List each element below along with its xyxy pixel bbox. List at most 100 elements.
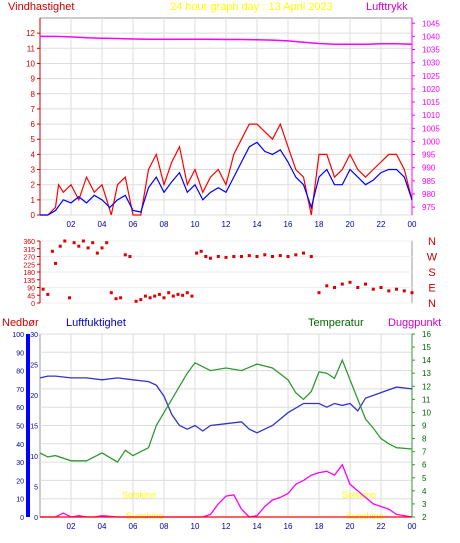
pressure-tick-label: 1025 (422, 72, 440, 81)
temperature-y-axis: 2 3 4 5 6 7 8 9 10 11 12 13 14 15 16 (411, 330, 431, 522)
lower-x-tick-label: 06 (129, 522, 138, 531)
rain-y-axis: 0 5 10 15 20 25 30 (26, 332, 38, 522)
wind-avg-line (40, 141, 413, 216)
direction-point (162, 296, 166, 300)
temperature-tick-label: 9 (422, 422, 427, 431)
direction-point (109, 291, 113, 295)
compass-tick-label: N (428, 298, 436, 310)
wind-tick-label: 9 (31, 75, 36, 84)
temperature-tick-label: 11 (422, 395, 431, 404)
rain-tick-label: 15 (30, 424, 38, 431)
sunshine-label-left-1: Solskinn (122, 490, 156, 500)
top-x-tick-label: 00 (408, 220, 417, 229)
top-x-tick-label: 22 (377, 220, 386, 229)
wind-tick-label: 6 (31, 120, 36, 129)
compass-tick-label: S (428, 267, 435, 279)
lower-x-tick-label: 20 (346, 522, 355, 531)
pressure-tick-label: 1020 (422, 85, 440, 94)
sunshine-label-left-2: Sunshine (126, 511, 164, 521)
lower-x-axis: 02 04 06 08 10 12 14 16 18 20 22 00 (67, 522, 417, 531)
wind-tick-label: 4 (31, 150, 36, 159)
direction-point (333, 286, 336, 289)
direction-point (247, 254, 251, 258)
direction-point (123, 253, 127, 257)
direction-point (50, 249, 54, 253)
pressure-tick-label: 1045 (422, 19, 440, 28)
direction-point (348, 280, 352, 284)
direction-point (204, 255, 208, 258)
humidity-y-axis: 0 10 20 30 40 50 60 70 80 90 100 (12, 332, 24, 522)
temperature-tick-label: 3 (422, 500, 427, 509)
top-x-tick-label: 04 (98, 220, 107, 229)
direction-point (309, 255, 313, 258)
top-x-tick-label: 02 (67, 220, 76, 229)
pressure-axis-title: Lufttrykk (366, 1, 408, 13)
direction-point (119, 296, 123, 300)
direction-tick-label: 90 (27, 286, 35, 293)
temperature-axis-title: Temperatur (308, 317, 364, 329)
rain-tick-label: 5 (34, 485, 38, 492)
direction-point (77, 244, 81, 248)
direction-point (278, 254, 282, 258)
humidity-tick-label: 0 (20, 515, 24, 522)
direction-point (114, 297, 118, 301)
top-x-tick-label: 20 (346, 220, 355, 229)
lower-x-tick-label: 04 (98, 522, 107, 531)
direction-point (91, 241, 95, 245)
temperature-tick-label: 5 (422, 474, 427, 483)
direction-tick-label: 315 (23, 247, 35, 254)
direction-tick-label: 360 (23, 239, 35, 246)
humidity-tick-label: 50 (16, 424, 24, 431)
temperature-tick-label: 12 (422, 382, 431, 391)
wind-axis-title: Vindhastighet (8, 1, 74, 13)
direction-point (294, 253, 298, 257)
pressure-tick-label: 990 (422, 164, 436, 173)
direction-point (271, 255, 274, 258)
direction-tick-label: 180 (23, 270, 35, 277)
rain-tick-label: 20 (30, 393, 38, 400)
compass-tick-label: E (428, 283, 435, 295)
wind-tick-label: 0 (31, 211, 36, 220)
direction-point (317, 291, 321, 295)
wind-tick-label: 8 (31, 90, 36, 99)
humidity-tick-label: 70 (16, 387, 24, 394)
rain-axis-title: Nedbør (2, 317, 39, 329)
humidity-tick-label: 10 (16, 497, 24, 504)
temperature-tick-label: 15 (422, 343, 431, 352)
direction-tick-label: 270 (23, 255, 35, 262)
wind-tick-label: 5 (31, 135, 36, 144)
direction-point (72, 241, 76, 245)
direction-point (232, 255, 236, 258)
pressure-tick-label: 1005 (422, 124, 440, 133)
wind-tick-label: 7 (31, 105, 36, 114)
direction-point (176, 292, 180, 296)
direction-point (128, 255, 132, 258)
direction-point (216, 255, 220, 258)
direction-grid (39, 240, 413, 304)
direction-points (41, 239, 414, 303)
lower-x-tick-label: 08 (160, 522, 169, 531)
direction-point (181, 293, 185, 297)
direction-point (68, 296, 71, 300)
direction-point (190, 294, 194, 298)
top-series (40, 35, 413, 216)
humidity-tick-label: 100 (12, 332, 24, 339)
pressure-tick-label: 980 (422, 190, 436, 199)
rain-axis-bar (26, 334, 30, 517)
direction-point (143, 294, 147, 298)
pressure-tick-label: 1015 (422, 98, 440, 107)
direction-point (371, 287, 375, 291)
direction-point (255, 255, 259, 258)
direction-point (41, 287, 45, 291)
top-x-tick-label: 12 (222, 220, 231, 229)
direction-point (81, 239, 85, 243)
direction-point (302, 251, 305, 255)
temperature-tick-label: 2 (422, 513, 427, 522)
direction-point (395, 287, 398, 291)
humidity-tick-label: 40 (16, 442, 24, 449)
direction-point (148, 296, 152, 300)
humidity-tick-label: 90 (16, 350, 24, 357)
